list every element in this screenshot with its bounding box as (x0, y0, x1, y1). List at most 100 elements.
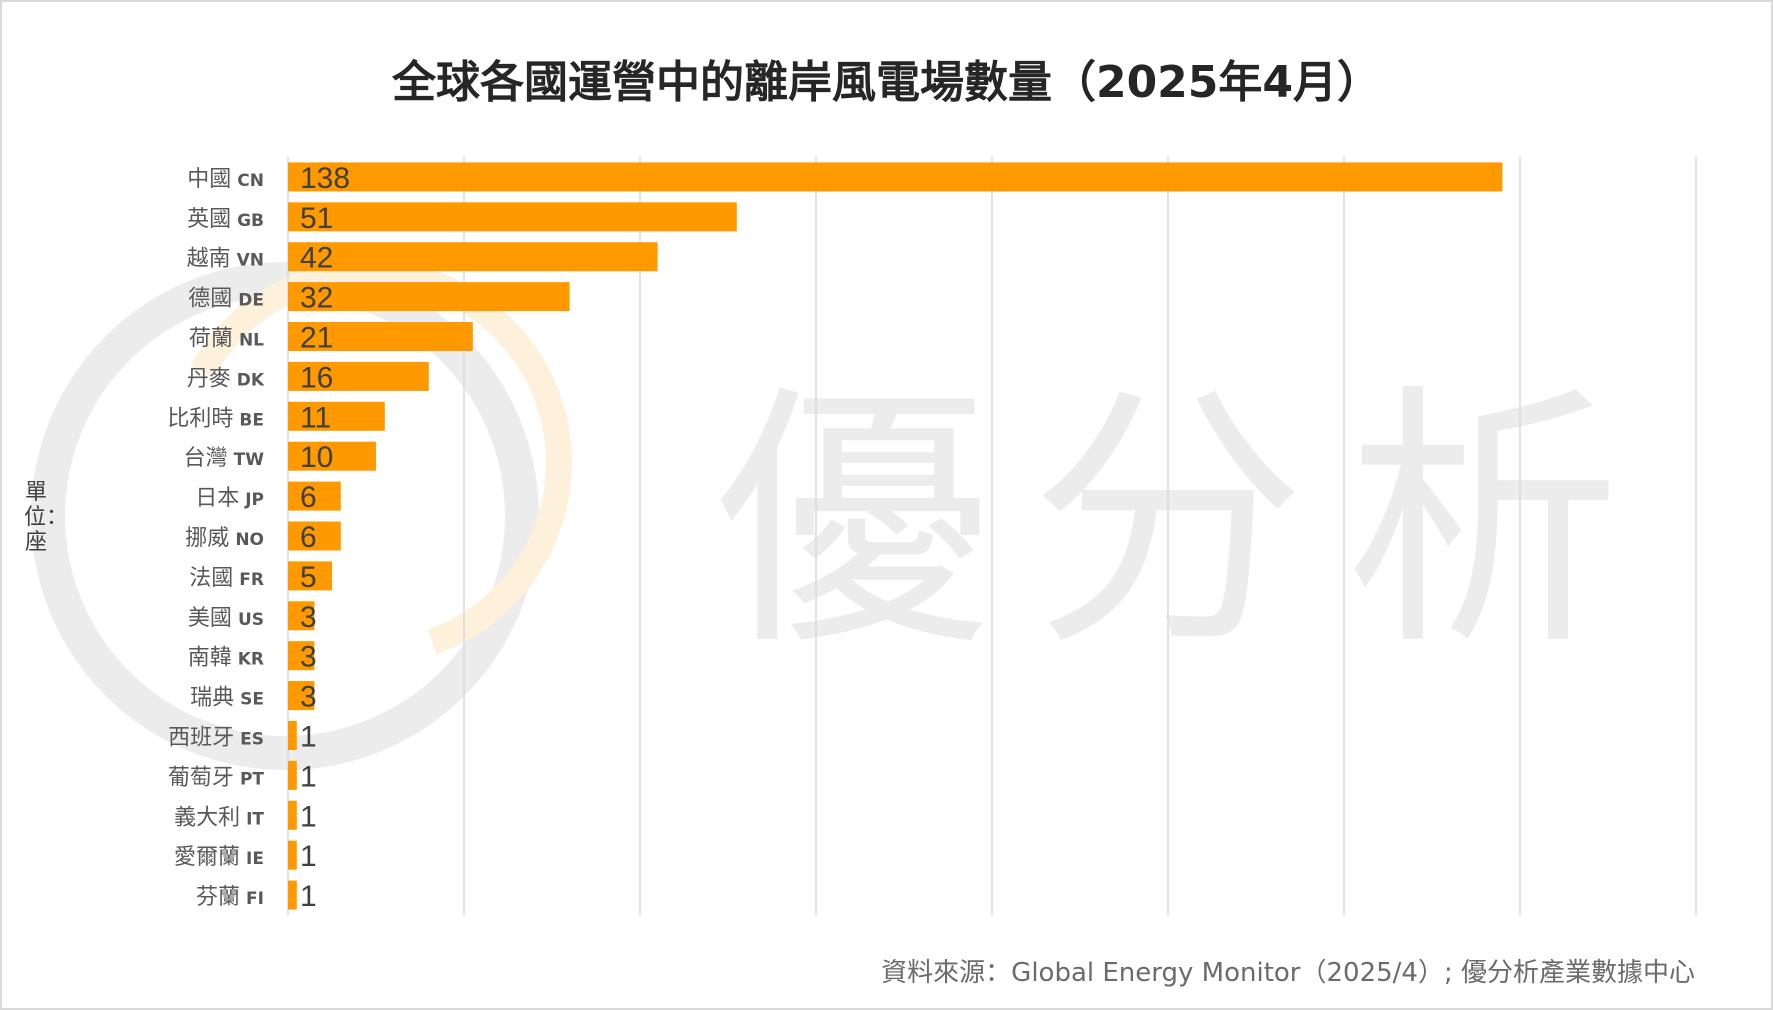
category-label: 荷蘭 NL (189, 327, 264, 352)
country-code: TW (234, 450, 265, 470)
data-label: 16 (300, 361, 333, 394)
bar-tw (288, 441, 376, 471)
data-label: 1 (300, 800, 317, 833)
country-code: GB (237, 211, 264, 231)
data-label: 138 (300, 162, 350, 195)
category-label: 中國 CN (187, 167, 264, 192)
data-label: 32 (300, 282, 333, 315)
country-code: CN (237, 171, 264, 191)
category-label: 挪威 NO (185, 526, 264, 551)
country-code: PT (240, 769, 264, 789)
country-name: 愛爾蘭 (174, 845, 240, 870)
category-label: 德國 DE (188, 287, 264, 312)
data-label: 42 (300, 242, 333, 275)
country-code: IE (246, 849, 264, 869)
category-label: 西班牙 ES (168, 725, 264, 750)
country-code: NO (235, 530, 264, 550)
country-code: VN (237, 251, 264, 271)
data-label: 1 (300, 760, 317, 793)
source-note: 資料來源：Global Energy Monitor（2025/4）; 優分析產… (881, 958, 1695, 988)
country-code: JP (244, 490, 264, 510)
bar-fi (288, 880, 297, 910)
data-label: 10 (300, 441, 333, 474)
bar-it (288, 800, 297, 830)
data-label: 3 (300, 641, 317, 674)
bar-es (288, 720, 297, 750)
category-label: 瑞典 SE (190, 686, 264, 711)
country-code: SE (240, 690, 264, 710)
category-label: 比利時 BE (167, 406, 264, 431)
data-label: 3 (300, 681, 317, 714)
category-label: 義大利 IT (174, 805, 264, 830)
category-label: 丹麥 DK (187, 366, 265, 391)
bar-us (288, 601, 315, 631)
category-label: 法國 FR (189, 566, 264, 591)
bar-no (288, 521, 341, 551)
bar-ie (288, 840, 297, 870)
data-label: 1 (300, 720, 317, 753)
country-code: FR (239, 570, 264, 590)
data-label: 6 (300, 481, 317, 514)
bar-cn (288, 162, 1503, 192)
unit-label: 單位：座 (24, 480, 69, 555)
country-name: 瑞典 (190, 686, 234, 711)
country-code: DE (238, 291, 264, 311)
data-label: 51 (300, 202, 333, 235)
category-label: 英國 GB (187, 207, 264, 232)
country-code: US (238, 610, 264, 630)
bar-kr (288, 641, 315, 671)
data-label: 6 (300, 521, 317, 554)
category-label: 愛爾蘭 IE (174, 845, 264, 870)
country-name: 南韓 (188, 646, 232, 671)
chart-title: 全球各國運營中的離岸風電場數量（2025年4月） (391, 57, 1382, 108)
country-name: 比利時 (167, 406, 233, 431)
country-code: KR (238, 650, 264, 670)
bar-nl (288, 322, 473, 352)
data-label: 1 (300, 880, 317, 913)
category-label: 南韓 KR (188, 646, 264, 671)
data-label: 21 (300, 322, 333, 355)
country-name: 中國 (187, 167, 231, 192)
data-label: 3 (300, 601, 317, 634)
category-label: 美國 US (188, 606, 264, 631)
country-code: BE (239, 410, 264, 430)
country-code: IT (246, 809, 264, 829)
country-name: 西班牙 (168, 725, 234, 750)
data-label: 5 (300, 561, 317, 594)
country-code: DK (237, 370, 265, 390)
bar-pt (288, 760, 297, 790)
data-label: 1 (300, 840, 317, 873)
country-code: FI (246, 889, 264, 909)
bar-jp (288, 481, 341, 511)
country-code: ES (240, 729, 264, 749)
bar-se (288, 681, 315, 711)
bar-dk (288, 361, 429, 391)
bar-vn (288, 242, 658, 272)
bar-fr (288, 561, 332, 591)
category-label: 台灣 TW (184, 446, 265, 471)
bar-gb (288, 202, 737, 232)
bar-de (288, 282, 570, 312)
country-name: 日本 (195, 486, 239, 511)
country-name: 芬蘭 (196, 885, 240, 910)
data-label: 11 (300, 401, 331, 434)
country-name: 丹麥 (187, 366, 231, 391)
category-label: 日本 JP (195, 486, 264, 511)
country-name: 荷蘭 (189, 327, 233, 352)
country-name: 美國 (188, 606, 232, 631)
category-label: 芬蘭 FI (196, 885, 264, 910)
country-name: 台灣 (184, 446, 228, 471)
country-name: 德國 (188, 287, 232, 312)
category-label: 越南 VN (187, 247, 264, 272)
country-name: 越南 (187, 247, 231, 272)
country-name: 義大利 (174, 805, 240, 830)
bar-be (288, 401, 385, 431)
country-name: 法國 (189, 566, 233, 591)
category-label: 葡萄牙 PT (168, 765, 264, 790)
country-name: 英國 (187, 207, 231, 232)
country-name: 挪威 (185, 526, 229, 551)
country-name: 葡萄牙 (168, 765, 234, 790)
watermark-arc-icon (190, 259, 572, 655)
